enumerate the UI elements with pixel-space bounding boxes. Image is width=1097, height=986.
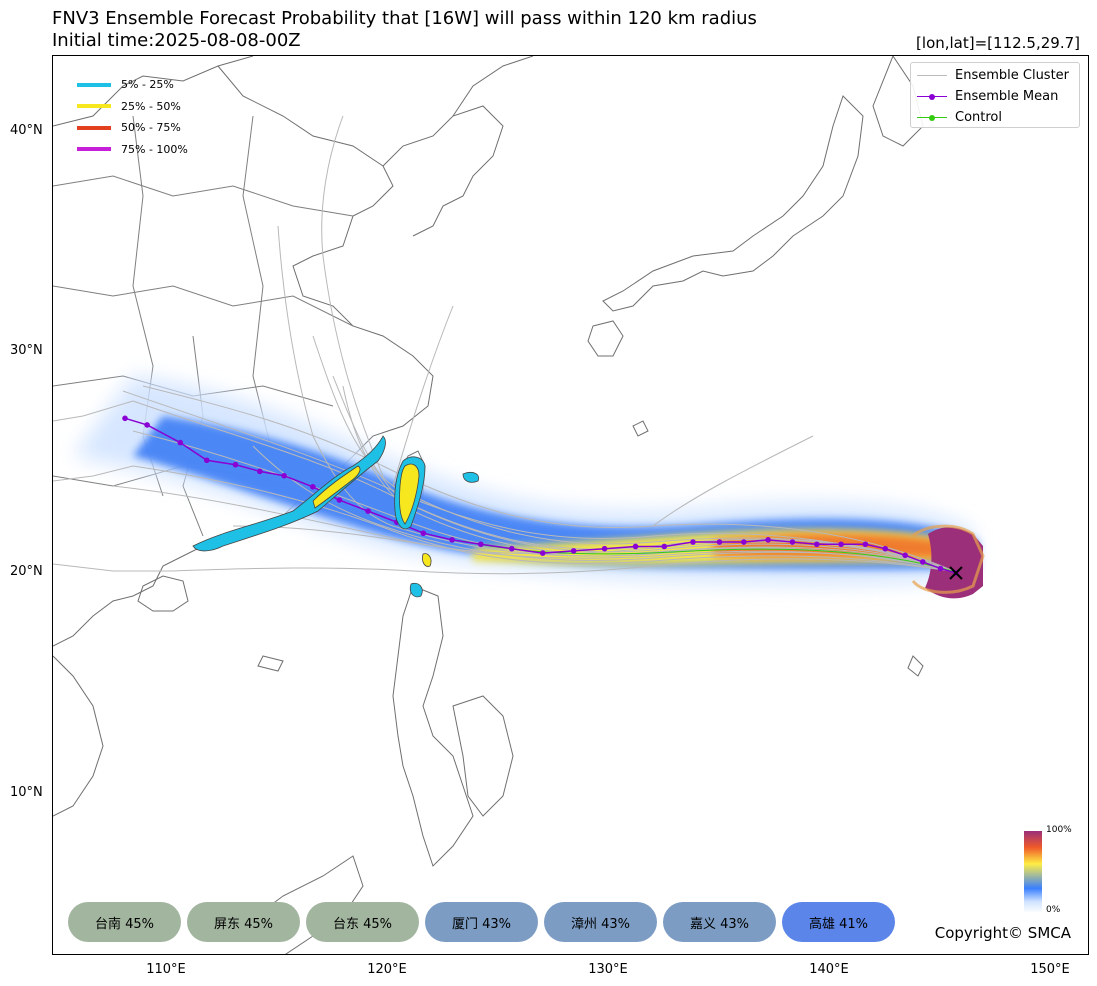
initial-time: Initial time:2025-08-08-00Z <box>52 30 301 51</box>
city-pill: 漳州 43% <box>544 902 657 942</box>
city-pill: 台南 45% <box>68 902 181 942</box>
ensemble-mean-point <box>920 559 926 565</box>
city-pill: 厦门 43% <box>425 902 538 942</box>
legend-swatch-25-50 <box>77 104 111 109</box>
luzon-marker <box>409 582 423 598</box>
lat-label-20n: 20°N <box>10 564 43 579</box>
legend-label: 5% - 25% <box>121 78 174 92</box>
cluster-line-sample <box>917 70 947 82</box>
ensemble-mean-point <box>601 545 608 552</box>
ensemble-mean-point <box>632 543 639 550</box>
legend-label: Control <box>955 110 1002 125</box>
ensemble-mean-point <box>838 541 844 548</box>
colorbar-min-label: 0% <box>1046 905 1061 915</box>
ensemble-mean-point <box>177 439 184 446</box>
ensemble-mean-point <box>281 472 287 479</box>
city-probability-markers <box>192 435 480 598</box>
fujian-inner-marker <box>312 465 361 509</box>
probability-legend: 5% - 25% 25% - 50% 50% - 75% 75% - 100% <box>77 74 188 160</box>
ensemble-mean-point <box>310 484 316 490</box>
ensemble-mean-point <box>902 552 908 559</box>
ensemble-mean-point <box>508 545 515 552</box>
city-pill: 嘉义 43% <box>663 902 776 942</box>
legend-swatch-75-100 <box>77 147 111 152</box>
ensemble-mean-point <box>420 530 427 537</box>
ensemble-mean-point <box>203 457 210 464</box>
legend-label: 50% - 75% <box>121 121 181 135</box>
ensemble-mean-point <box>661 543 668 550</box>
map-panel[interactable]: 5% - 25% 25% - 50% 50% - 75% 75% - 100% … <box>52 55 1089 955</box>
lat-label-30n: 30°N <box>10 343 43 358</box>
city-pill: 屏东 45% <box>187 902 300 942</box>
legend-label: 25% - 50% <box>121 99 181 113</box>
storm-x-stroke <box>949 566 963 580</box>
ensemble-mean-point <box>232 461 239 468</box>
legend-label: Ensemble Cluster <box>955 68 1070 83</box>
ensemble-mean-point <box>449 537 455 543</box>
ensemble-mean-point <box>257 468 263 475</box>
ryukyu-marker <box>462 472 480 483</box>
ensemble-cluster-tracks <box>53 115 957 575</box>
ensemble-mean-track <box>122 415 959 576</box>
lat-label-40n: 40°N <box>10 123 43 138</box>
ensemble-mean-point <box>122 415 128 422</box>
copyright: Copyright© SMCA <box>934 924 1071 942</box>
city-pill: 台东 45% <box>306 902 419 942</box>
taiwan-inner-marker <box>399 463 420 525</box>
lon-label-150e: 150°E <box>1030 962 1070 977</box>
ensemble-mean-point <box>789 539 796 545</box>
prob-legend-item: 50% - 75% <box>77 117 188 139</box>
legend-swatch-50-75 <box>77 125 111 130</box>
prob-legend-item: 75% - 100% <box>77 139 188 161</box>
ensemble-mean-point <box>741 539 747 545</box>
ensemble-mean-point <box>813 541 820 548</box>
mean-line-sample <box>917 91 947 103</box>
ensemble-mean-point <box>882 545 889 552</box>
control-line-sample <box>917 112 947 124</box>
probability-colorbar <box>1024 831 1042 913</box>
legend-label: Ensemble Mean <box>955 89 1059 104</box>
legend-swatch-5-25 <box>77 82 111 87</box>
track-legend-item: Ensemble Cluster <box>917 65 1079 86</box>
cursor-coordinate-readout: [lon,lat]=[112.5,29.7] <box>916 34 1080 52</box>
chart-title: FNV3 Ensemble Forecast Probability that … <box>52 8 757 29</box>
lon-label-140e: 140°E <box>809 962 849 977</box>
city-pill: 高雄 41% <box>782 902 895 942</box>
ensemble-mean-point <box>539 550 546 556</box>
ensemble-mean-point <box>937 565 944 572</box>
lon-label-130e: 130°E <box>588 962 628 977</box>
ensemble-mean-point <box>716 539 723 545</box>
ensemble-mean-point <box>765 537 771 543</box>
colorbar-max-label: 100% <box>1046 825 1072 835</box>
batanes-marker <box>422 553 432 567</box>
track-legend-item: Control <box>917 107 1079 128</box>
probability-swath <box>73 376 985 599</box>
storm-initial-position-marker <box>949 566 963 580</box>
lat-label-10n: 10°N <box>10 785 43 800</box>
prob-legend-item: 5% - 25% <box>77 74 188 96</box>
ensemble-mean-point <box>690 539 696 545</box>
track-legend-item: Ensemble Mean <box>917 86 1079 107</box>
map-canvas[interactable] <box>53 56 1089 955</box>
ensemble-mean-point <box>144 422 150 428</box>
ensemble-mean-point <box>478 541 484 548</box>
track-legend: Ensemble Cluster Ensemble Mean Control <box>910 62 1080 128</box>
city-probability-list: 台南 45% 屏东 45% 台东 45% 厦门 43% 漳州 43% 嘉义 43… <box>68 902 901 942</box>
ensemble-mean-point <box>365 508 371 514</box>
legend-label: 75% - 100% <box>121 142 188 156</box>
ensemble-mean-point <box>862 541 869 548</box>
lon-label-120e: 120°E <box>367 962 407 977</box>
ensemble-mean-point <box>336 497 343 503</box>
lon-label-110e: 110°E <box>146 962 186 977</box>
prob-legend-item: 25% - 50% <box>77 96 188 118</box>
fujian-coast-marker <box>192 435 386 552</box>
ensemble-mean-point <box>570 548 577 554</box>
